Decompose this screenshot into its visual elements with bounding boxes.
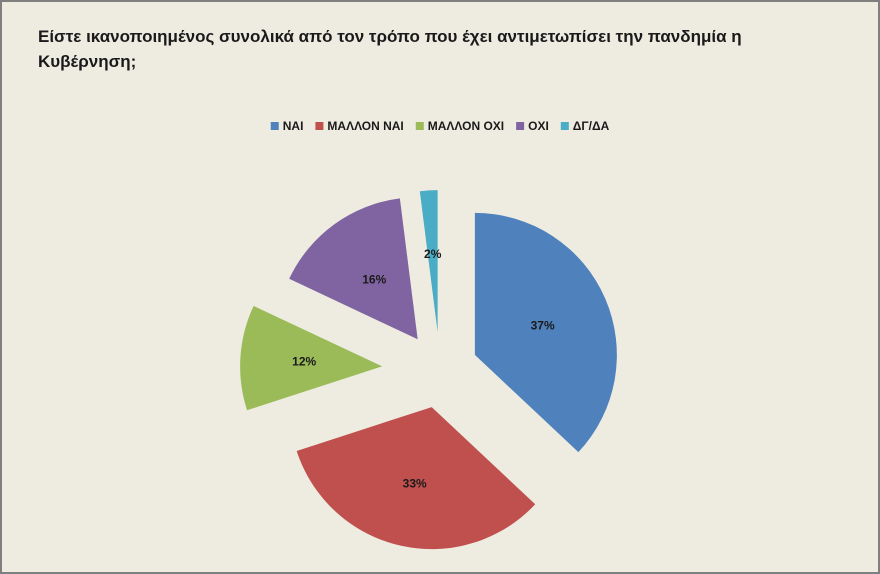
data-label-4: 16% (362, 273, 386, 287)
legend-swatch-2 (315, 122, 324, 130)
legend-swatch-1 (270, 122, 279, 130)
pie-slice-5 (419, 190, 438, 333)
pie-slice-1 (474, 212, 617, 453)
legend-label-4: ΟΧΙ (528, 119, 549, 133)
chart-title: Είστε ικανοποιημένος συνολικά από τον τρ… (38, 27, 742, 71)
legend-item-3: ΜΑΛΛΟΝ ΟΧΙ (415, 119, 504, 133)
data-label-3: 12% (292, 354, 316, 368)
legend-item-5: ΔΓ/ΔΑ (560, 119, 610, 133)
legend-swatch-5 (560, 122, 569, 130)
data-label-1: 37% (531, 319, 555, 333)
data-label-5: 2% (424, 247, 442, 261)
data-label-2: 33% (403, 476, 427, 490)
legend-label-1: ΝΑΙ (283, 119, 304, 133)
legend-item-4: ΟΧΙ (516, 119, 549, 133)
pie-slices (240, 190, 617, 550)
legend-item-2: ΜΑΛΛΟΝ ΝΑΙ (315, 119, 404, 133)
data-labels: 37% 33% 12% 16% 2% (292, 247, 555, 490)
legend-item-1: ΝΑΙ (270, 119, 304, 133)
legend-label-5: ΔΓ/ΔΑ (573, 119, 610, 133)
legend-swatch-4 (516, 122, 525, 130)
legend: ΝΑΙ ΜΑΛΛΟΝ ΝΑΙ ΜΑΛΛΟΝ ΟΧΙ ΟΧΙ ΔΓ/ΔΑ (270, 119, 610, 133)
legend-label-3: ΜΑΛΛΟΝ ΟΧΙ (428, 119, 504, 133)
legend-swatch-3 (415, 122, 424, 130)
pie-slice-2 (296, 407, 536, 550)
pie-slice-3 (240, 305, 383, 411)
pie-slice-4 (289, 198, 418, 340)
legend-label-2: ΜΑΛΛΟΝ ΝΑΙ (327, 119, 403, 133)
